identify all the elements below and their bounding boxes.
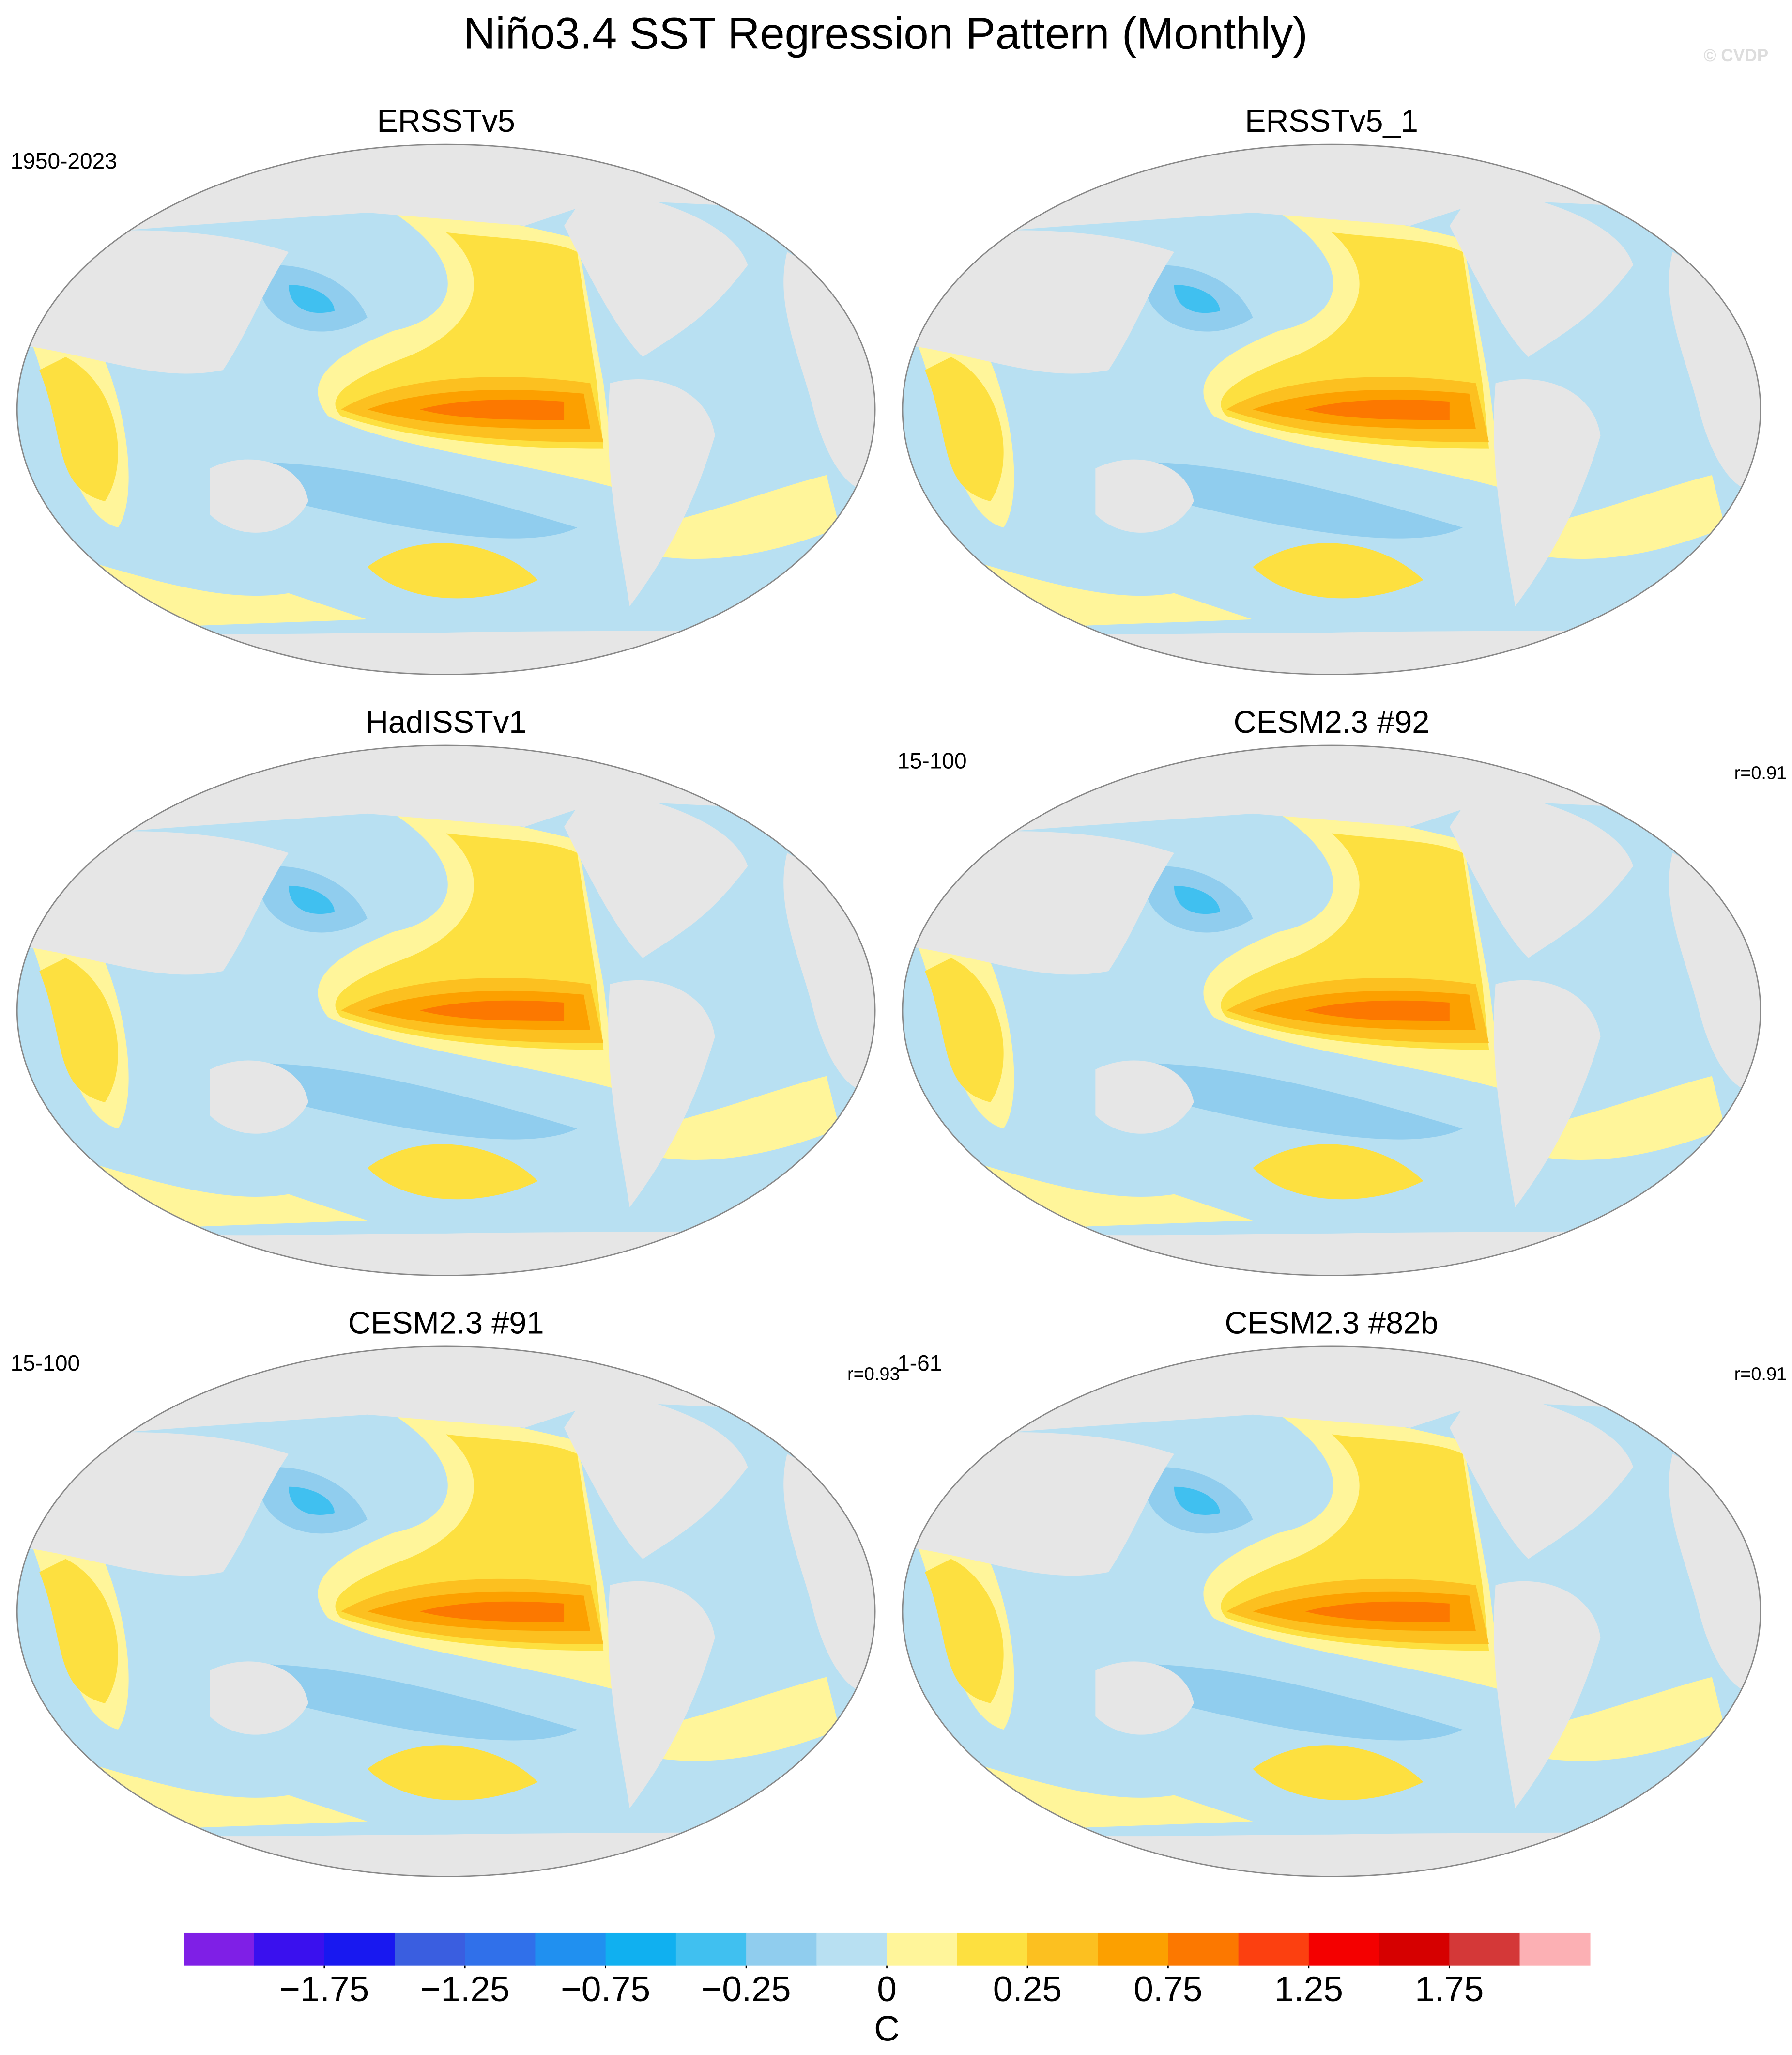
colorbar-box (394, 1932, 466, 1966)
colorbar-box (605, 1932, 676, 1966)
colorbar-box (1519, 1932, 1591, 1966)
watermark: © CVDP (1704, 46, 1769, 65)
map-panel (902, 143, 1761, 676)
colorbar-box (465, 1932, 536, 1966)
map-border (902, 1345, 1761, 1877)
colorbar-box (675, 1932, 747, 1966)
colorbar-tick-label: 1.75 (1415, 1969, 1484, 2009)
colorbar-box (1168, 1932, 1239, 1966)
panel-left-label: 15-100 (11, 1350, 80, 1375)
colorbar-box (816, 1932, 888, 1966)
panel-title: ERSSTv5 (377, 103, 515, 139)
map-panel (16, 744, 876, 1276)
map-border (16, 1345, 876, 1877)
panel-title: CESM2.3 #92 (1234, 704, 1430, 740)
colorbar-box (535, 1932, 606, 1966)
map-panel (16, 143, 876, 676)
panel-right-label: r=0.93 (847, 1364, 900, 1384)
panel-title: ERSSTv5_1 (1245, 103, 1418, 139)
colorbar-box (1308, 1932, 1379, 1966)
map-border (902, 744, 1761, 1276)
panel-title: CESM2.3 #91 (348, 1305, 544, 1341)
colorbar-box (1098, 1932, 1169, 1966)
colorbar-box (1449, 1932, 1520, 1966)
colorbar-tick-label: −1.25 (420, 1969, 510, 2009)
panel-title: HadISSTv1 (366, 704, 526, 740)
colorbar-box (184, 1932, 255, 1966)
colorbar-tick-label: 0.25 (993, 1969, 1062, 2009)
figure-title: Niño3.4 SST Regression Pattern (Monthly) (463, 8, 1308, 58)
colorbar-box (746, 1932, 817, 1966)
colorbar-tick-label: 0 (877, 1969, 897, 2009)
colorbar-tick-label: 1.25 (1274, 1969, 1343, 2009)
colorbar-box (957, 1932, 1028, 1966)
panel-left-label: 15-100 (897, 748, 966, 773)
panel-right-label: r=0.91 (1734, 1364, 1787, 1384)
colorbar-box (887, 1932, 958, 1966)
colorbar-tick-label: −0.75 (561, 1969, 650, 2009)
panel-right-label: r=0.91 (1734, 763, 1787, 784)
colorbar-box (1379, 1932, 1450, 1966)
colorbar-tick-label: −1.75 (279, 1969, 369, 2009)
map-border (902, 143, 1761, 676)
panel-title: CESM2.3 #82b (1225, 1305, 1439, 1341)
colorbar-tick-label: 0.75 (1133, 1969, 1202, 2009)
colorbar-tick-label: −0.25 (702, 1969, 791, 2009)
map-panel (902, 1345, 1761, 1877)
panel-left-label: 1-61 (897, 1350, 942, 1375)
map-border (16, 143, 876, 676)
panel-left-label: 1950-2023 (11, 148, 117, 173)
colorbar-box (324, 1932, 395, 1966)
colorbar-box (254, 1932, 325, 1966)
map-panel (902, 744, 1761, 1276)
colorbar-unit: C (874, 2009, 900, 2048)
colorbar-box (1027, 1932, 1099, 1966)
colorbar-box (1238, 1932, 1309, 1966)
map-panel (16, 1345, 876, 1877)
map-border (16, 744, 876, 1276)
